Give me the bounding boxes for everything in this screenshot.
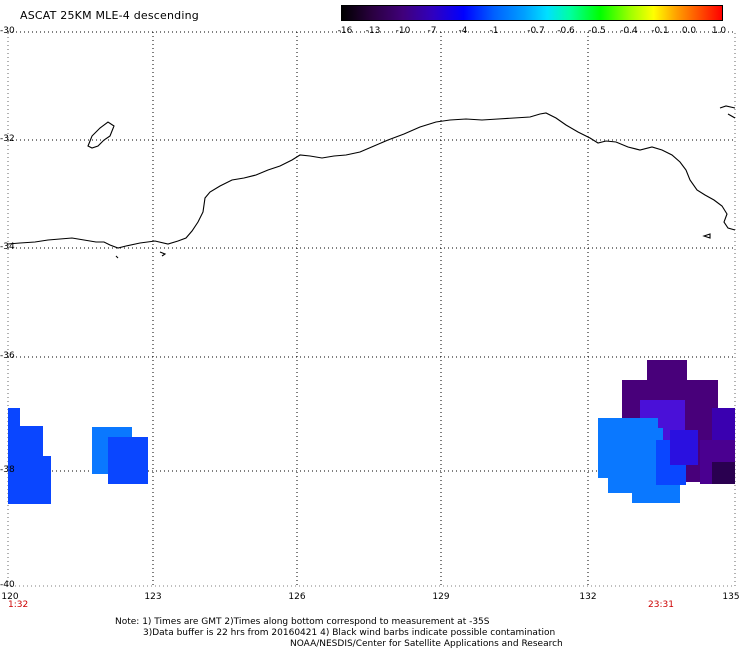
note-line-3: NOAA/NESDIS/Center for Satellite Applica… xyxy=(290,639,563,649)
note-line-1: Note: 1) Times are GMT 2)Times along bot… xyxy=(115,617,490,627)
lat-label: -40 xyxy=(0,580,15,590)
cb-label: -4 xyxy=(458,26,468,36)
lon-label: 135 xyxy=(722,592,740,602)
time-label-left: 1:32 xyxy=(8,600,29,610)
lon-label: 129 xyxy=(432,592,450,602)
cb-label: -0.5 xyxy=(588,26,606,36)
cb-label: -0.7 xyxy=(527,26,545,36)
cb-label: -0.4 xyxy=(620,26,638,36)
cb-label: -10 xyxy=(395,26,411,36)
swath-west xyxy=(8,408,148,504)
cb-label: -13 xyxy=(365,26,381,36)
cb-label: 0.0 xyxy=(681,26,697,36)
cb-label: -0.1 xyxy=(651,26,669,36)
cb-label: -1 xyxy=(489,26,499,36)
plot-frame xyxy=(7,31,736,587)
lon-label: 123 xyxy=(144,592,162,602)
note-line-2: 3)Data buffer is 22 hrs from 20160421 4)… xyxy=(143,628,556,638)
cb-label: 1.0 xyxy=(711,26,727,36)
lon-label: 126 xyxy=(288,592,306,602)
swath-east xyxy=(598,360,735,503)
cb-label: -0.6 xyxy=(557,26,575,36)
lon-gridlines xyxy=(152,32,589,586)
lat-label: -30 xyxy=(0,26,15,36)
lat-label: -36 xyxy=(0,351,15,361)
lat-label: -38 xyxy=(0,465,15,475)
cb-label: -16 xyxy=(337,26,353,36)
cb-label: -7 xyxy=(427,26,437,36)
map-title: ASCAT 25KM MLE-4 descending xyxy=(20,9,199,22)
lon-label: 132 xyxy=(579,592,597,602)
colorbar xyxy=(341,5,723,21)
coastline xyxy=(7,105,736,259)
lat-label: -34 xyxy=(0,242,15,252)
lon-label: 120 xyxy=(1,592,19,602)
time-label-right: 23:31 xyxy=(648,600,674,610)
lat-label: -32 xyxy=(0,134,15,144)
